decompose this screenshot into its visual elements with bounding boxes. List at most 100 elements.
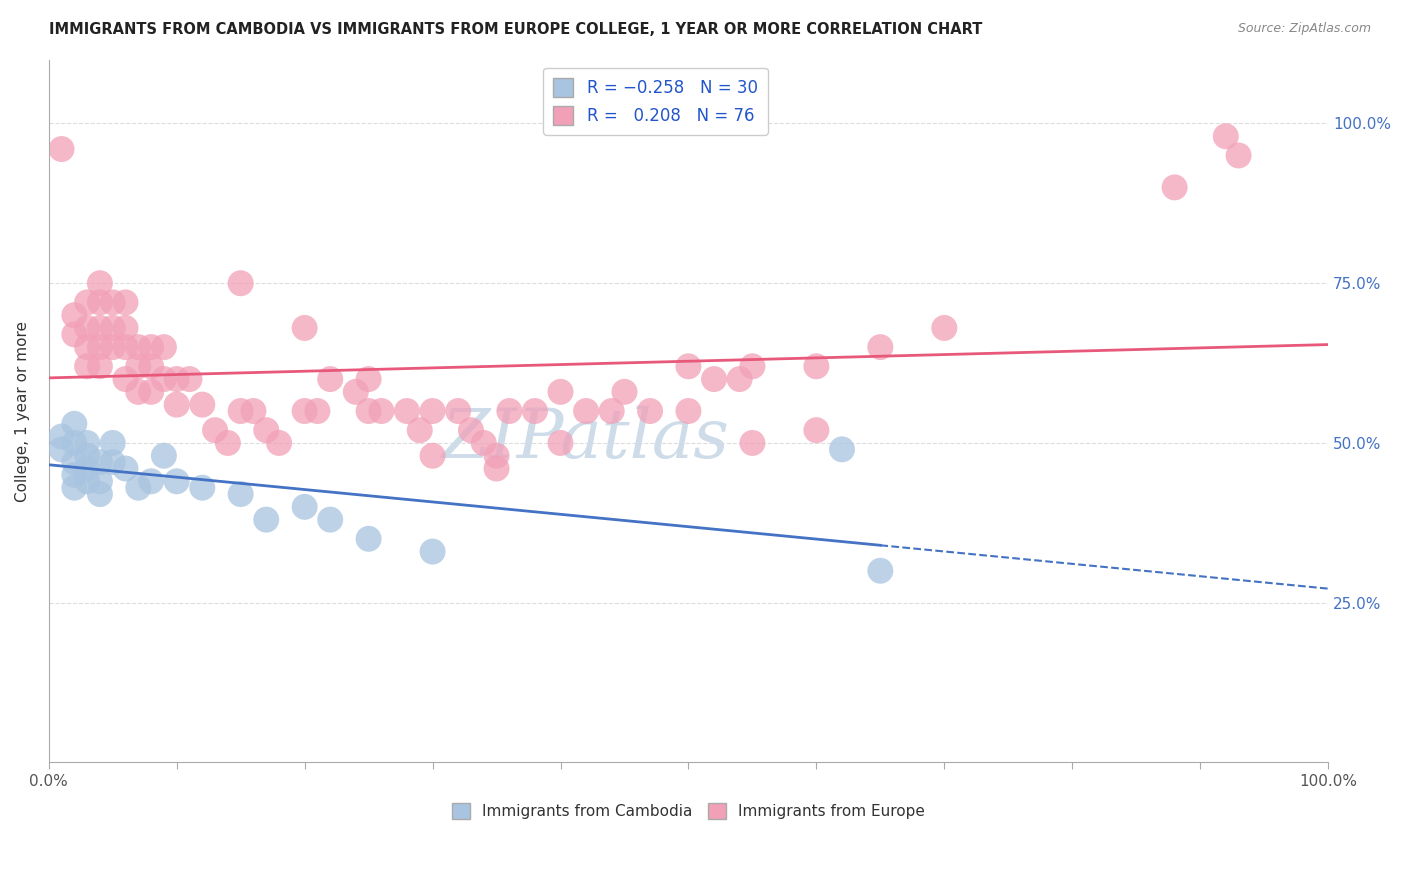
Point	[89, 321, 111, 335]
Point	[76, 340, 98, 354]
Point	[63, 417, 86, 431]
Text: IMMIGRANTS FROM CAMBODIA VS IMMIGRANTS FROM EUROPE COLLEGE, 1 YEAR OR MORE CORRE: IMMIGRANTS FROM CAMBODIA VS IMMIGRANTS F…	[49, 22, 983, 37]
Point	[89, 359, 111, 374]
Point	[127, 359, 149, 374]
Point	[114, 461, 136, 475]
Point	[76, 295, 98, 310]
Point	[191, 481, 214, 495]
Point	[242, 404, 264, 418]
Point	[63, 467, 86, 482]
Point	[869, 340, 891, 354]
Point	[806, 359, 828, 374]
Point	[1227, 148, 1250, 162]
Point	[127, 340, 149, 354]
Point	[678, 359, 700, 374]
Legend: Immigrants from Cambodia, Immigrants from Europe: Immigrants from Cambodia, Immigrants fro…	[446, 797, 931, 825]
Point	[101, 436, 124, 450]
Point	[485, 449, 508, 463]
Point	[294, 321, 316, 335]
Point	[422, 404, 444, 418]
Point	[76, 475, 98, 489]
Point	[294, 404, 316, 418]
Point	[166, 372, 188, 386]
Point	[254, 513, 277, 527]
Point	[806, 423, 828, 437]
Point	[51, 142, 73, 156]
Point	[357, 532, 380, 546]
Point	[89, 455, 111, 469]
Point	[166, 398, 188, 412]
Point	[523, 404, 546, 418]
Point	[153, 372, 176, 386]
Point	[741, 359, 763, 374]
Point	[703, 372, 725, 386]
Point	[127, 481, 149, 495]
Point	[89, 340, 111, 354]
Point	[472, 436, 495, 450]
Point	[114, 372, 136, 386]
Point	[101, 295, 124, 310]
Point	[101, 321, 124, 335]
Point	[460, 423, 482, 437]
Point	[550, 436, 572, 450]
Point	[638, 404, 661, 418]
Point	[76, 461, 98, 475]
Point	[51, 429, 73, 443]
Point	[267, 436, 290, 450]
Point	[89, 487, 111, 501]
Point	[114, 340, 136, 354]
Point	[728, 372, 751, 386]
Point	[678, 404, 700, 418]
Point	[139, 340, 162, 354]
Point	[934, 321, 956, 335]
Point	[319, 513, 342, 527]
Point	[127, 384, 149, 399]
Point	[229, 277, 252, 291]
Point	[254, 423, 277, 437]
Point	[76, 449, 98, 463]
Point	[179, 372, 201, 386]
Point	[550, 384, 572, 399]
Point	[498, 404, 520, 418]
Point	[357, 404, 380, 418]
Point	[101, 455, 124, 469]
Point	[229, 404, 252, 418]
Point	[485, 461, 508, 475]
Point	[217, 436, 239, 450]
Point	[76, 436, 98, 450]
Point	[422, 544, 444, 558]
Point	[422, 449, 444, 463]
Point	[307, 404, 329, 418]
Point	[319, 372, 342, 386]
Point	[1163, 180, 1185, 194]
Point	[76, 321, 98, 335]
Point	[89, 277, 111, 291]
Point	[344, 384, 367, 399]
Point	[139, 384, 162, 399]
Point	[575, 404, 598, 418]
Point	[191, 398, 214, 412]
Point	[395, 404, 418, 418]
Point	[139, 475, 162, 489]
Text: ZIPatlas: ZIPatlas	[441, 406, 730, 473]
Point	[831, 442, 853, 457]
Point	[76, 359, 98, 374]
Point	[357, 372, 380, 386]
Point	[114, 295, 136, 310]
Point	[89, 295, 111, 310]
Point	[166, 475, 188, 489]
Point	[63, 436, 86, 450]
Y-axis label: College, 1 year or more: College, 1 year or more	[15, 320, 30, 501]
Point	[1215, 129, 1237, 144]
Point	[101, 340, 124, 354]
Point	[600, 404, 623, 418]
Point	[63, 308, 86, 322]
Point	[613, 384, 636, 399]
Text: Source: ZipAtlas.com: Source: ZipAtlas.com	[1237, 22, 1371, 36]
Point	[153, 340, 176, 354]
Point	[741, 436, 763, 450]
Point	[114, 321, 136, 335]
Point	[63, 481, 86, 495]
Point	[869, 564, 891, 578]
Point	[294, 500, 316, 514]
